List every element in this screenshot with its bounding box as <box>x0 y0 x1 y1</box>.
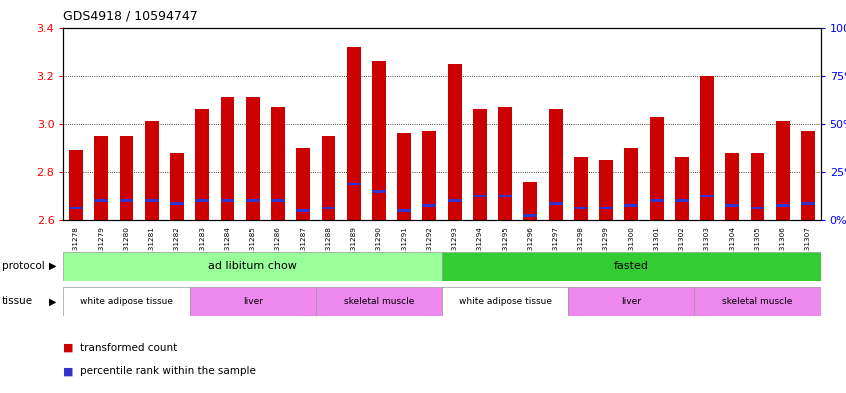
Bar <box>246 97 260 220</box>
Text: transformed count: transformed count <box>80 343 178 353</box>
Bar <box>524 182 537 220</box>
Bar <box>347 182 360 185</box>
Bar <box>296 148 310 220</box>
Text: ▶: ▶ <box>49 296 57 307</box>
Bar <box>398 134 411 220</box>
Bar <box>599 160 613 220</box>
Text: liver: liver <box>621 297 641 306</box>
Bar <box>296 209 310 212</box>
Bar <box>776 121 789 220</box>
Bar <box>442 252 821 281</box>
Bar <box>442 287 569 316</box>
Text: ▶: ▶ <box>49 261 57 271</box>
Text: skeletal muscle: skeletal muscle <box>343 297 415 306</box>
Bar <box>599 207 613 209</box>
Bar <box>347 47 360 220</box>
Bar <box>801 131 815 220</box>
Bar <box>372 190 386 193</box>
Bar <box>473 109 486 220</box>
Text: skeletal muscle: skeletal muscle <box>722 297 793 306</box>
Bar <box>63 287 190 316</box>
Text: white adipose tissue: white adipose tissue <box>459 297 552 306</box>
Text: liver: liver <box>243 297 263 306</box>
Bar <box>750 207 765 209</box>
Bar <box>776 204 789 207</box>
Bar <box>524 214 537 217</box>
Bar <box>170 202 184 205</box>
Bar <box>725 204 739 207</box>
Bar <box>119 136 134 220</box>
Bar <box>398 209 411 212</box>
Bar <box>95 199 108 202</box>
Text: white adipose tissue: white adipose tissue <box>80 297 173 306</box>
Bar <box>372 61 386 220</box>
Bar <box>271 107 285 220</box>
Text: ■: ■ <box>63 343 74 353</box>
Bar <box>221 199 234 202</box>
Text: ad libitum chow: ad libitum chow <box>208 261 297 271</box>
Bar <box>422 131 437 220</box>
Bar <box>801 202 815 205</box>
Bar <box>624 148 638 220</box>
Bar <box>574 158 588 220</box>
Bar <box>448 64 462 220</box>
Bar <box>316 287 442 316</box>
Bar <box>574 207 588 209</box>
Bar <box>695 287 821 316</box>
Text: GDS4918 / 10594747: GDS4918 / 10594747 <box>63 10 198 23</box>
Bar <box>69 207 83 209</box>
Bar <box>271 199 285 202</box>
Bar <box>675 199 689 202</box>
Bar <box>246 199 260 202</box>
Bar <box>321 136 335 220</box>
Bar <box>448 199 462 202</box>
Bar <box>221 97 234 220</box>
Bar <box>170 153 184 220</box>
Text: percentile rank within the sample: percentile rank within the sample <box>80 366 256 376</box>
Bar <box>725 153 739 220</box>
Bar <box>675 158 689 220</box>
Bar <box>624 204 638 207</box>
Text: fasted: fasted <box>614 261 649 271</box>
Bar <box>650 117 663 220</box>
Bar <box>95 136 108 220</box>
Bar <box>69 150 83 220</box>
Bar <box>498 195 512 197</box>
Bar <box>422 204 437 207</box>
Bar <box>473 195 486 197</box>
Bar <box>195 199 209 202</box>
Bar <box>63 252 442 281</box>
Bar <box>750 153 765 220</box>
Text: ■: ■ <box>63 366 74 376</box>
Bar <box>569 287 695 316</box>
Bar <box>650 199 663 202</box>
Bar <box>549 202 563 205</box>
Bar <box>549 109 563 220</box>
Bar <box>145 199 159 202</box>
Bar <box>195 109 209 220</box>
Bar <box>321 207 335 209</box>
Bar <box>700 75 714 220</box>
Text: protocol: protocol <box>2 261 45 271</box>
Bar <box>145 121 159 220</box>
Bar <box>498 107 512 220</box>
Bar <box>700 195 714 197</box>
Text: tissue: tissue <box>2 296 33 307</box>
Bar <box>190 287 316 316</box>
Bar <box>119 199 134 202</box>
